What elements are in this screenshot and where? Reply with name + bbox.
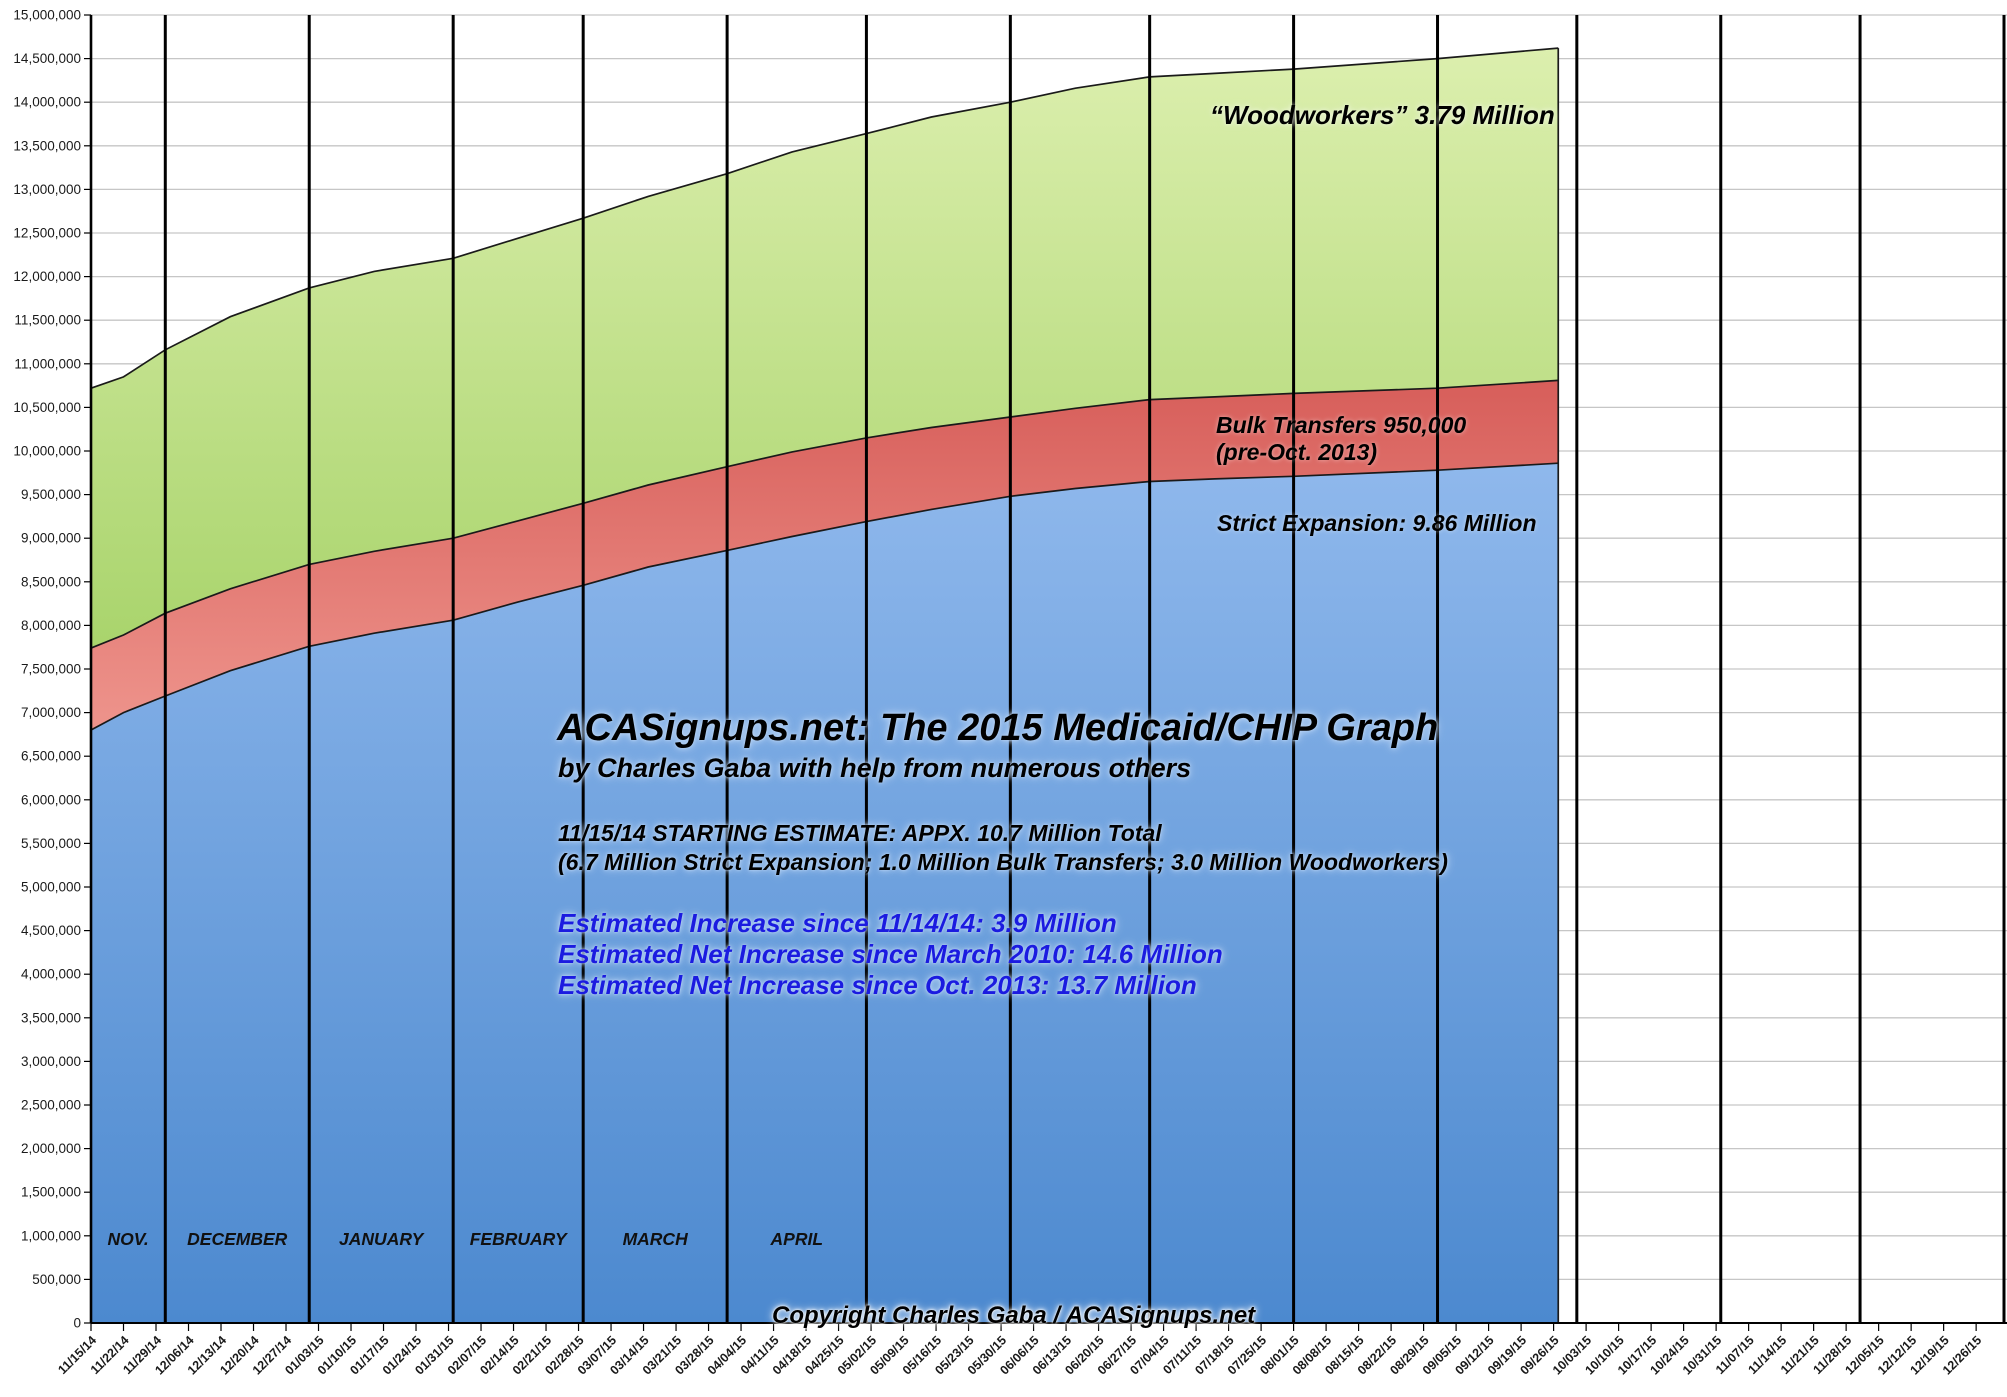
y-axis-label: 4,000,000 [21, 967, 81, 982]
area-strict-expansion [91, 463, 1559, 1323]
series-label-bulk-transfers-line1: Bulk Transfers 950,000 [1216, 412, 1467, 438]
y-axis-label: 2,000,000 [21, 1141, 81, 1156]
y-axis-label: 500,000 [32, 1272, 81, 1287]
y-axis-label: 2,500,000 [21, 1098, 81, 1113]
y-axis-label: 9,500,000 [21, 487, 81, 502]
area-bulk-transfers [91, 380, 1559, 730]
y-axis-label: 12,000,000 [13, 269, 81, 284]
month-label: APRIL [770, 1229, 824, 1249]
y-axis-label: 11,500,000 [14, 313, 81, 328]
month-label: NOV. [108, 1229, 149, 1249]
y-axis-label: 14,500,000 [13, 51, 81, 66]
y-axis-label: 6,500,000 [21, 749, 81, 764]
y-axis-label: 9,000,000 [21, 531, 81, 546]
month-label: MARCH [623, 1229, 688, 1249]
starting-estimate-line2: (6.7 Million Strict Expansion; 1.0 Milli… [558, 849, 1448, 875]
series-label-woodworkers: “Woodworkers” 3.79 Million [1210, 100, 1555, 130]
y-axis-label: 12,500,000 [13, 226, 81, 241]
area-woodworkers [91, 48, 1559, 649]
y-axis-label: 3,000,000 [21, 1054, 81, 1069]
y-axis-label: 3,500,000 [21, 1010, 81, 1025]
y-axis-label: 8,500,000 [21, 574, 81, 589]
month-label: FEBRUARY [470, 1229, 568, 1249]
y-axis-label: 5,500,000 [21, 836, 81, 851]
y-axis-label: 14,000,000 [13, 95, 81, 110]
y-axis-label: 7,500,000 [21, 662, 81, 677]
chart-subtitle: by Charles Gaba with help from numerous … [558, 753, 1192, 783]
y-axis-label: 8,000,000 [21, 618, 81, 633]
y-axis-label: 11,000,000 [14, 356, 81, 371]
y-axis-label: 6,000,000 [21, 792, 81, 807]
copyright-notice: Copyright Charles Gaba / ACASignups.net [772, 1302, 1256, 1329]
estimated-increase-line1: Estimated Increase since 11/14/14: 3.9 M… [558, 908, 1117, 938]
y-axis-label: 1,000,000 [21, 1228, 81, 1243]
month-label: DECEMBER [187, 1229, 288, 1249]
y-axis-label: 10,000,000 [13, 444, 81, 459]
chart-title: ACASignups.net: The 2015 Medicaid/CHIP G… [557, 707, 1439, 749]
estimated-increase-line2: Estimated Net Increase since March 2010:… [558, 939, 1223, 969]
month-label: JANUARY [339, 1229, 425, 1249]
y-axis-label: 5,000,000 [21, 880, 81, 895]
series-label-bulk-transfers-line2: (pre-Oct. 2013) [1216, 439, 1378, 465]
y-axis-label: 0 [73, 1316, 81, 1331]
estimated-increase-line3: Estimated Net Increase since Oct. 2013: … [558, 970, 1197, 1000]
y-axis-label: 13,000,000 [13, 182, 81, 197]
series-label-strict-expansion: Strict Expansion: 9.86 Million [1217, 510, 1537, 536]
starting-estimate-line1: 11/15/14 STARTING ESTIMATE: APPX. 10.7 M… [558, 820, 1162, 846]
y-axis-label: 13,500,000 [13, 138, 81, 153]
y-axis-label: 4,500,000 [21, 923, 81, 938]
y-axis-label: 1,500,000 [21, 1185, 81, 1200]
y-axis-label: 7,000,000 [21, 705, 81, 720]
y-axis-label: 10,500,000 [13, 400, 81, 415]
y-axis-label: 15,000,000 [13, 8, 81, 23]
